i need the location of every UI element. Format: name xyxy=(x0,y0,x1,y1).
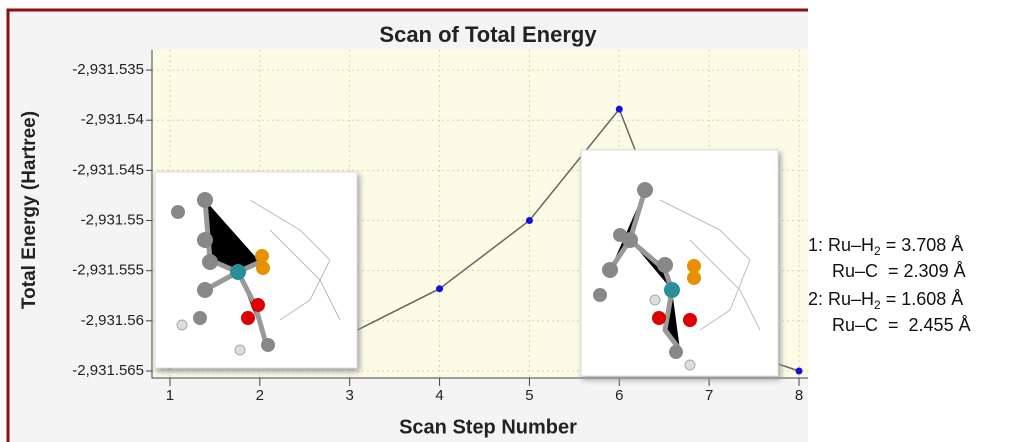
x-tick-label: 3 xyxy=(346,387,354,404)
annotation: 1: Ru–H2 = 3.708 Å xyxy=(808,235,963,258)
data-point xyxy=(436,285,444,293)
annotation-text: 2: Ru–H xyxy=(808,289,874,309)
annotation-text: 1: Ru–H xyxy=(808,235,874,255)
annotation-text: Ru–C = 2.455 Å xyxy=(832,315,971,335)
chart-title: Scan of Total Energy xyxy=(379,22,597,47)
y-axis-label: Total Energy (Hartree) xyxy=(19,111,40,309)
molecule-image-1 xyxy=(154,171,358,369)
x-tick-label: 2 xyxy=(256,387,264,404)
y-tick-label: -2,931.545 xyxy=(72,161,144,178)
annotation: 2: Ru–H2 = 1.608 Å xyxy=(808,289,963,312)
axis-line xyxy=(151,50,808,379)
x-tick-label: 5 xyxy=(525,387,533,404)
annotation-subscript: 2 xyxy=(874,244,881,258)
annotation-text: = 1.608 Å xyxy=(881,289,964,309)
x-tick-label: 6 xyxy=(615,387,623,404)
frame-border xyxy=(6,8,808,442)
data-point xyxy=(525,217,533,225)
annotation: Ru–C = 2.309 Å xyxy=(832,261,966,281)
data-point xyxy=(795,367,803,375)
x-tick-label: 8 xyxy=(795,387,803,404)
y-tick-label: -2,931.56 xyxy=(81,312,144,329)
molecule-image-2 xyxy=(580,149,779,377)
y-tick-label: -2,931.555 xyxy=(72,262,144,279)
y-tick-label: -2,931.565 xyxy=(72,362,144,379)
annotations: 1: Ru–H2 = 3.708 ÅRu–C = 2.309 Å2: Ru–H2… xyxy=(808,235,971,335)
data-point xyxy=(615,105,623,113)
x-tick-label: 4 xyxy=(435,387,443,404)
y-tick-label: -2,931.55 xyxy=(81,211,144,228)
x-tick-label: 1 xyxy=(166,387,174,404)
annotation-text: = 3.708 Å xyxy=(881,235,964,255)
y-tick-label: -2,931.535 xyxy=(72,61,144,78)
annotation-subscript: 2 xyxy=(874,298,881,312)
annotation-text: Ru–C = 2.309 Å xyxy=(832,261,966,281)
y-tick-label: -2,931.54 xyxy=(81,111,144,128)
annotation: Ru–C = 2.455 Å xyxy=(832,315,971,335)
x-tick-label: 7 xyxy=(705,387,713,404)
x-axis-label: Scan Step Number xyxy=(399,416,577,438)
